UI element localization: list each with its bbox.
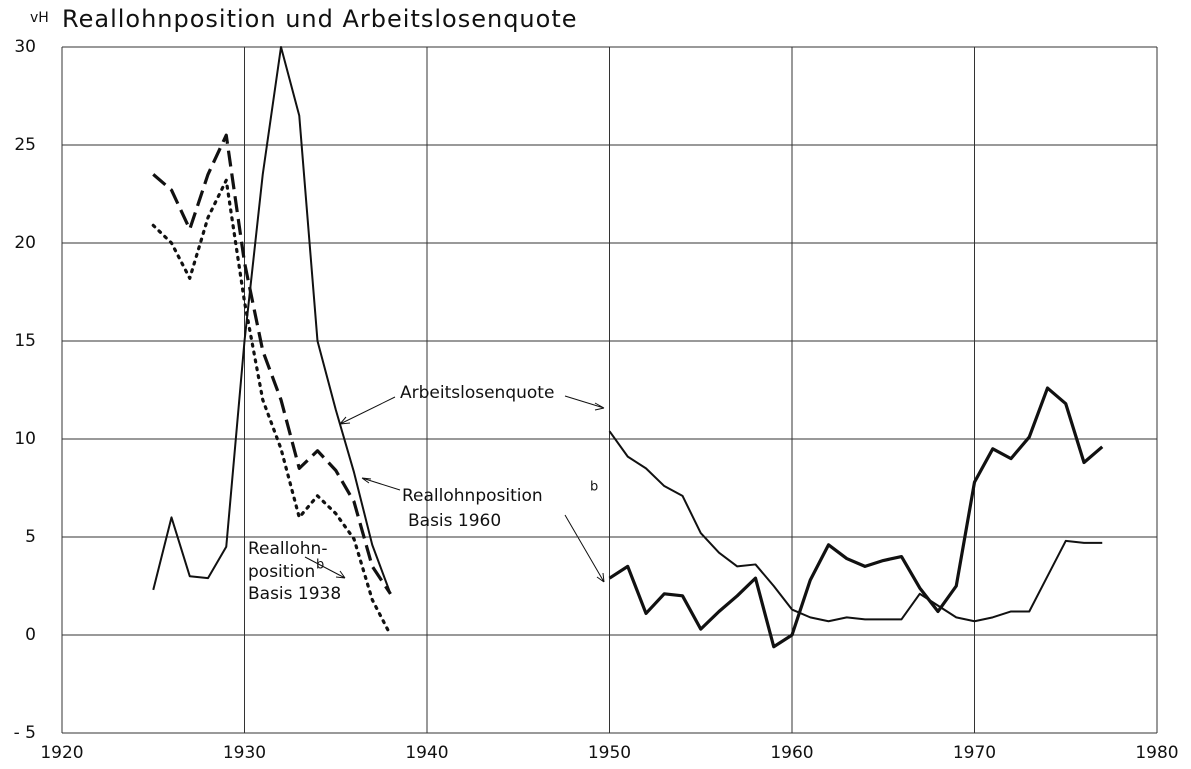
series-line [608,386,1104,649]
y-tick-label: 15 [14,331,36,351]
annotation: b [316,558,324,573]
y-tick-label: 25 [14,135,36,155]
x-tick-label: 1960 [770,743,813,763]
series-line [152,133,392,595]
y-tick-label: - 5 [14,723,36,743]
arrow [304,556,346,579]
annotation: Basis 1960 [408,511,501,531]
series-line [152,46,1103,623]
arrow [339,396,396,425]
arrow [361,477,401,491]
annotation: Basis 1938 [248,584,341,604]
x-tick-label: 1920 [40,743,83,763]
chart-title: Reallohnposition und Arbeitslosenquote [62,5,578,33]
x-tick-label: 1970 [953,743,996,763]
x-tick-label: 1930 [223,743,266,763]
annotation: Reallohn- [248,539,327,559]
y-tick-label: 5 [25,527,36,547]
annotation: Reallohnposition [402,486,543,506]
y-tick-label: 30 [14,37,36,57]
x-tick-label: 1950 [588,743,631,763]
arrow [564,514,605,583]
annotation: b [590,480,598,495]
annotation: Arbeitslosenquote [400,383,554,403]
y-axis-label: vH [30,10,49,26]
y-tick-label: 10 [14,429,36,449]
annotation-arrows [304,395,605,583]
y-tick-label: 0 [25,625,36,645]
arrow [564,395,605,411]
annotation: position [248,562,315,582]
y-tick-label: 20 [14,233,36,253]
x-tick-label: 1980 [1135,743,1178,763]
x-tick-label: 1940 [405,743,448,763]
series-line [151,178,393,637]
